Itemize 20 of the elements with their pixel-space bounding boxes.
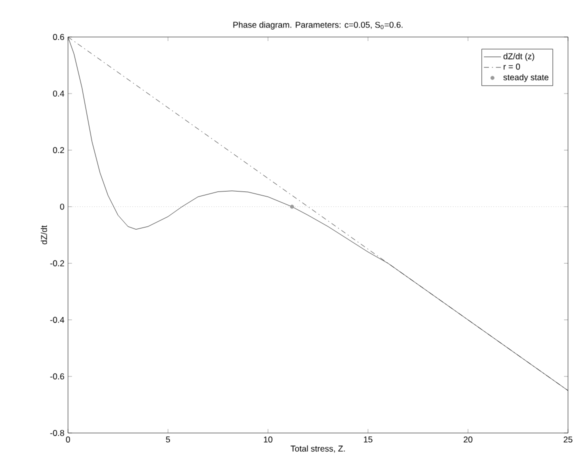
x-tick-label: 10	[264, 436, 272, 443]
x-axis-title: Total stress, Z.	[290, 445, 345, 453]
legend-label: r = 0	[504, 64, 520, 70]
x-tick-label: 5	[166, 436, 170, 442]
y-tick-label: -0.8	[50, 430, 64, 436]
y-tick-label: -0.2	[50, 260, 64, 266]
y-tick-label: 0.2	[53, 147, 64, 154]
chart-title: Phase diagram. Parameters: c=0.05, S$_{0}$=0.6.	[233, 22, 403, 30]
y-axis-title: dZ/dt	[40, 225, 48, 244]
x-tick-label: 25	[564, 436, 572, 443]
legend-label: dZ/dt (z)	[504, 53, 534, 61]
y-tick-label: -0.6	[50, 373, 64, 380]
y-tick-label: 0	[60, 204, 64, 210]
y-tick-label: 0.4	[53, 90, 64, 97]
x-tick-label: 20	[464, 436, 472, 443]
x-tick-label: 0	[66, 436, 70, 443]
y-tick-label: 0.6	[53, 34, 64, 40]
y-tick-label: -0.4	[50, 316, 64, 323]
legend-label: steady state	[503, 74, 548, 82]
x-tick-label: 15	[364, 436, 372, 442]
